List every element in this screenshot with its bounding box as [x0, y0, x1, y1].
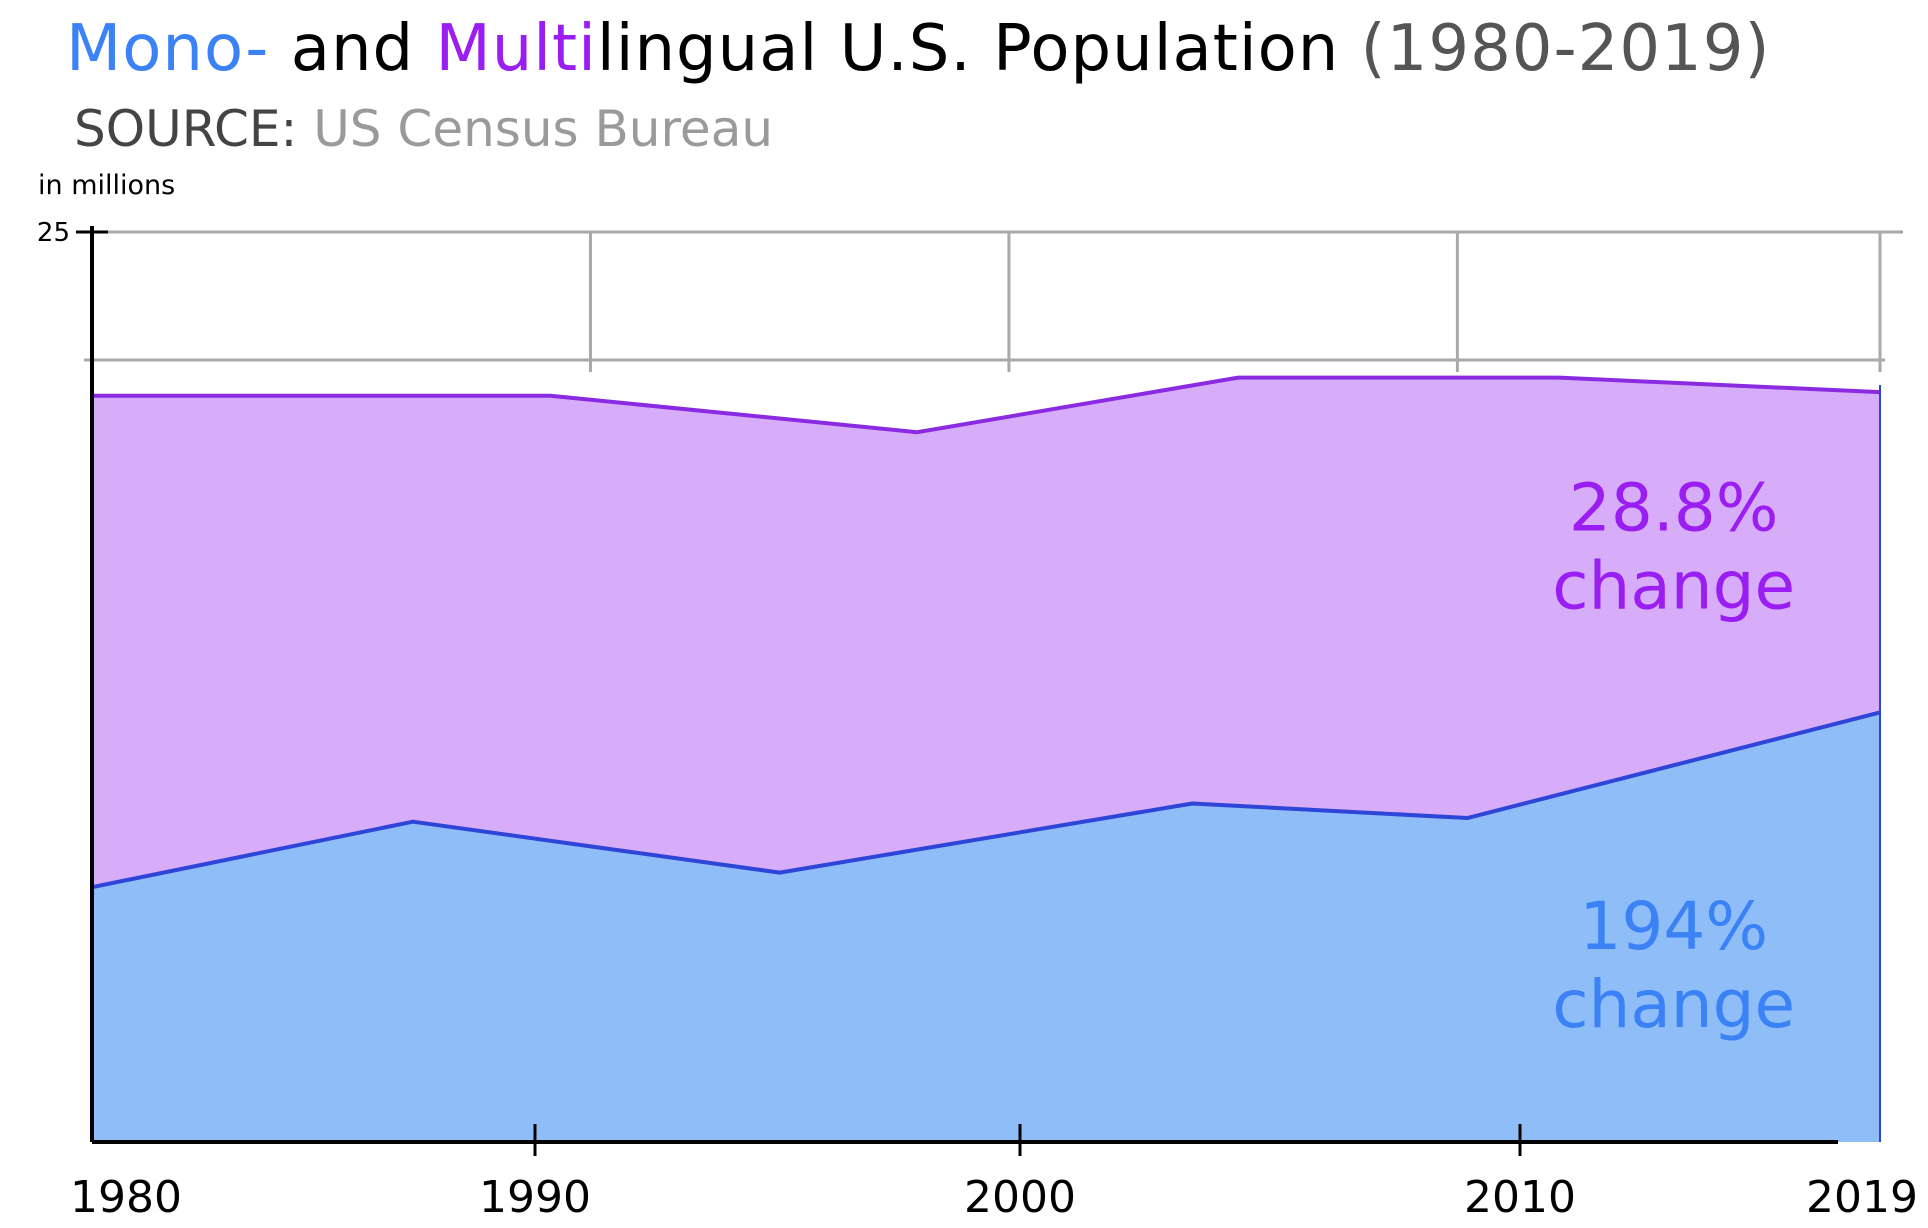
x-tick-label-2019: 2019 [1806, 1172, 1918, 1223]
mono-line [91, 710, 1881, 890]
title-and-part: and [269, 12, 436, 86]
x-tick-label-1990: 1990 [479, 1172, 591, 1223]
x-tick-label-2010: 2010 [1464, 1172, 1576, 1223]
x-tick-label-1980: 1980 [70, 1172, 182, 1223]
source-value: US Census Bureau [313, 100, 774, 158]
multi-annotation-line-2: change [1552, 547, 1795, 624]
chart-title: Mono- and Multilingual U.S. Population (… [66, 12, 1770, 86]
title-years-part: (1980-2019) [1339, 12, 1771, 86]
multi-line [92, 375, 1881, 435]
source-label: SOURCE: [74, 100, 298, 158]
title-multi-part: Multi [435, 12, 597, 86]
mono-annotation-line-2: change [1552, 966, 1795, 1043]
mono-annotation-line-1: 194% [1579, 888, 1768, 965]
x-tick-label-2000: 2000 [964, 1172, 1076, 1223]
source-line: SOURCE: US Census Bureau [74, 100, 773, 158]
y-tick-label-25: 25 [37, 218, 70, 248]
title-mono-part: Mono- [66, 12, 270, 86]
mono-area [92, 712, 1880, 1142]
title-rest-part: lingual U.S. Population [596, 12, 1340, 86]
y-unit-label: in millions [38, 170, 176, 201]
multi-annotation-line-1: 28.8% [1569, 469, 1779, 546]
